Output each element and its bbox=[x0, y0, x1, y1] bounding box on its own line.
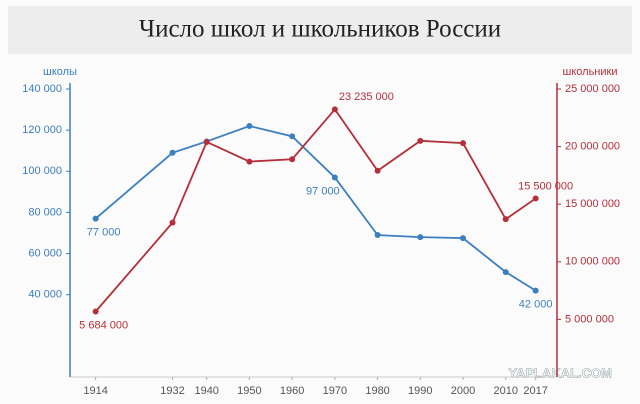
watermark: YAPLAKAL.COM bbox=[508, 365, 612, 380]
x-tick-label: 1932 bbox=[160, 385, 184, 397]
point bbox=[331, 106, 338, 113]
x-tick-label: 1970 bbox=[323, 385, 347, 397]
x-tick-label: 2010 bbox=[493, 385, 517, 397]
point bbox=[92, 215, 99, 222]
y2-axis-label: школьники bbox=[563, 66, 618, 78]
point bbox=[374, 232, 381, 239]
x-tick-label: 1980 bbox=[365, 385, 389, 397]
point bbox=[502, 269, 509, 276]
value-label: 77 000 bbox=[87, 227, 121, 239]
value-label: 15 500 000 bbox=[518, 180, 573, 192]
x-tick-label: 1914 bbox=[83, 385, 107, 397]
value-label: 97 000 bbox=[306, 185, 340, 197]
y-tick-label: 100 000 bbox=[22, 165, 62, 177]
y-tick-label: 140 000 bbox=[22, 83, 62, 95]
value-label: 42 000 bbox=[519, 299, 553, 311]
y2-tick-label: 10 000 000 bbox=[565, 256, 620, 268]
chart-title: Число школ и школьников России bbox=[139, 16, 501, 43]
point bbox=[374, 167, 381, 174]
y2-tick-label: 5 000 000 bbox=[565, 313, 614, 325]
y-tick-label: 80 000 bbox=[28, 206, 62, 218]
x-tick-label: 2017 bbox=[523, 385, 547, 397]
value-label: 23 235 000 bbox=[339, 91, 394, 103]
point bbox=[246, 123, 253, 130]
y2-tick-label: 25 000 000 bbox=[565, 83, 620, 95]
y-tick-label: 60 000 bbox=[28, 247, 62, 259]
point bbox=[289, 133, 296, 140]
x-tick-label: 1990 bbox=[408, 385, 432, 397]
y-tick-label: 40 000 bbox=[28, 289, 62, 301]
point bbox=[289, 156, 296, 163]
x-tick-label: 2000 bbox=[451, 385, 475, 397]
y2-tick-label: 20 000 000 bbox=[565, 141, 620, 153]
point bbox=[246, 158, 253, 165]
value-label: 5 684 000 bbox=[79, 319, 128, 331]
point bbox=[417, 137, 424, 144]
title-band bbox=[8, 6, 632, 54]
point bbox=[331, 174, 338, 181]
point bbox=[169, 219, 176, 226]
point bbox=[169, 149, 176, 156]
y-axis-label: школы bbox=[43, 66, 77, 78]
y-tick-label: 120 000 bbox=[22, 124, 62, 136]
point bbox=[532, 195, 539, 202]
point bbox=[460, 235, 467, 242]
x-tick-label: 1950 bbox=[237, 385, 261, 397]
x-tick-label: 1960 bbox=[280, 385, 304, 397]
point bbox=[532, 287, 539, 294]
point bbox=[92, 308, 99, 315]
x-tick-label: 1940 bbox=[194, 385, 218, 397]
y2-tick-label: 15 000 000 bbox=[565, 198, 620, 210]
point bbox=[502, 216, 509, 223]
point bbox=[460, 140, 467, 147]
point bbox=[203, 138, 210, 145]
point bbox=[417, 234, 424, 241]
